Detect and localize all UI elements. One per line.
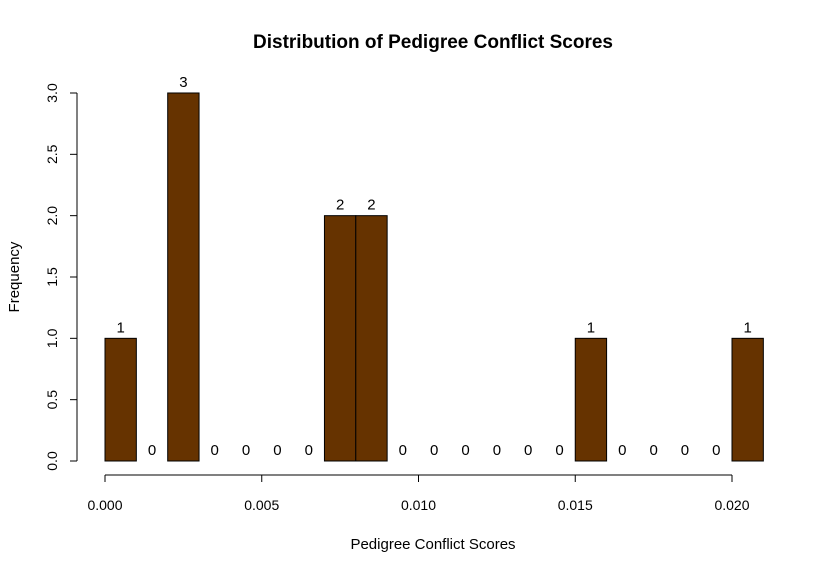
y-tick-label: 2.5: [44, 144, 60, 164]
x-axis: 0.000 0.005 0.010 0.015 0.020: [87, 474, 750, 513]
bar-count-label: 2: [336, 197, 344, 214]
bar-count-label: 0: [681, 442, 689, 459]
data-labels-group: 1 0 3 0 0 0 0 2 2 0 0 0 0 0 0 1 0 0 0 0 1: [117, 74, 752, 459]
bar-count-label: 0: [649, 442, 657, 459]
histogram-bar: [167, 92, 200, 462]
y-tick-label: 1.0: [44, 328, 60, 348]
bar-count-label: 0: [399, 442, 407, 459]
histogram-bar: [323, 215, 357, 462]
x-axis-label: Pedigree Conflict Scores: [350, 536, 515, 553]
bar-count-label: 0: [273, 442, 281, 459]
y-tick-label: 0.0: [44, 451, 60, 471]
chart-title: Distribution of Pedigree Conflict Scores: [253, 32, 613, 53]
bar-count-label: 2: [367, 197, 375, 214]
bar-count-label: 0: [148, 442, 156, 459]
histogram-bar: [574, 337, 608, 462]
x-tick-label: 0.000: [87, 497, 122, 513]
bar-count-label: 1: [117, 319, 125, 336]
bar-count-label: 0: [211, 442, 219, 459]
y-tick-label: 3.0: [44, 83, 60, 103]
y-tick-label: 2.0: [44, 206, 60, 226]
bar-count-label: 0: [524, 442, 532, 459]
bar-count-label: 0: [712, 442, 720, 459]
x-tick-label: 0.005: [244, 497, 279, 513]
x-tick-label: 0.010: [401, 497, 436, 513]
bar-count-label: 0: [555, 442, 563, 459]
bar-count-label: 0: [461, 442, 469, 459]
bar-count-label: 0: [305, 442, 313, 459]
bar-count-label: 1: [587, 319, 595, 336]
histogram-bar: [731, 337, 764, 462]
bar-count-label: 0: [430, 442, 438, 459]
x-tick-label: 0.020: [714, 497, 749, 513]
y-tick-label: 0.5: [44, 390, 60, 410]
bar-count-label: 0: [493, 442, 501, 459]
bar-count-label: 0: [242, 442, 250, 459]
bar-count-label: 0: [618, 442, 626, 459]
bar-count-label: 1: [744, 319, 752, 336]
histogram-bar: [104, 337, 137, 462]
x-tick-label: 0.015: [558, 497, 593, 513]
histogram-bar: [355, 215, 388, 462]
bar-count-label: 3: [179, 74, 187, 91]
y-axis-label: Frequency: [6, 241, 23, 312]
y-tick-label: 1.5: [44, 267, 60, 287]
bars-group: [104, 92, 764, 462]
y-axis: 0.0 0.5 1.0 1.5 2.0 2.5 3.0: [44, 83, 78, 471]
